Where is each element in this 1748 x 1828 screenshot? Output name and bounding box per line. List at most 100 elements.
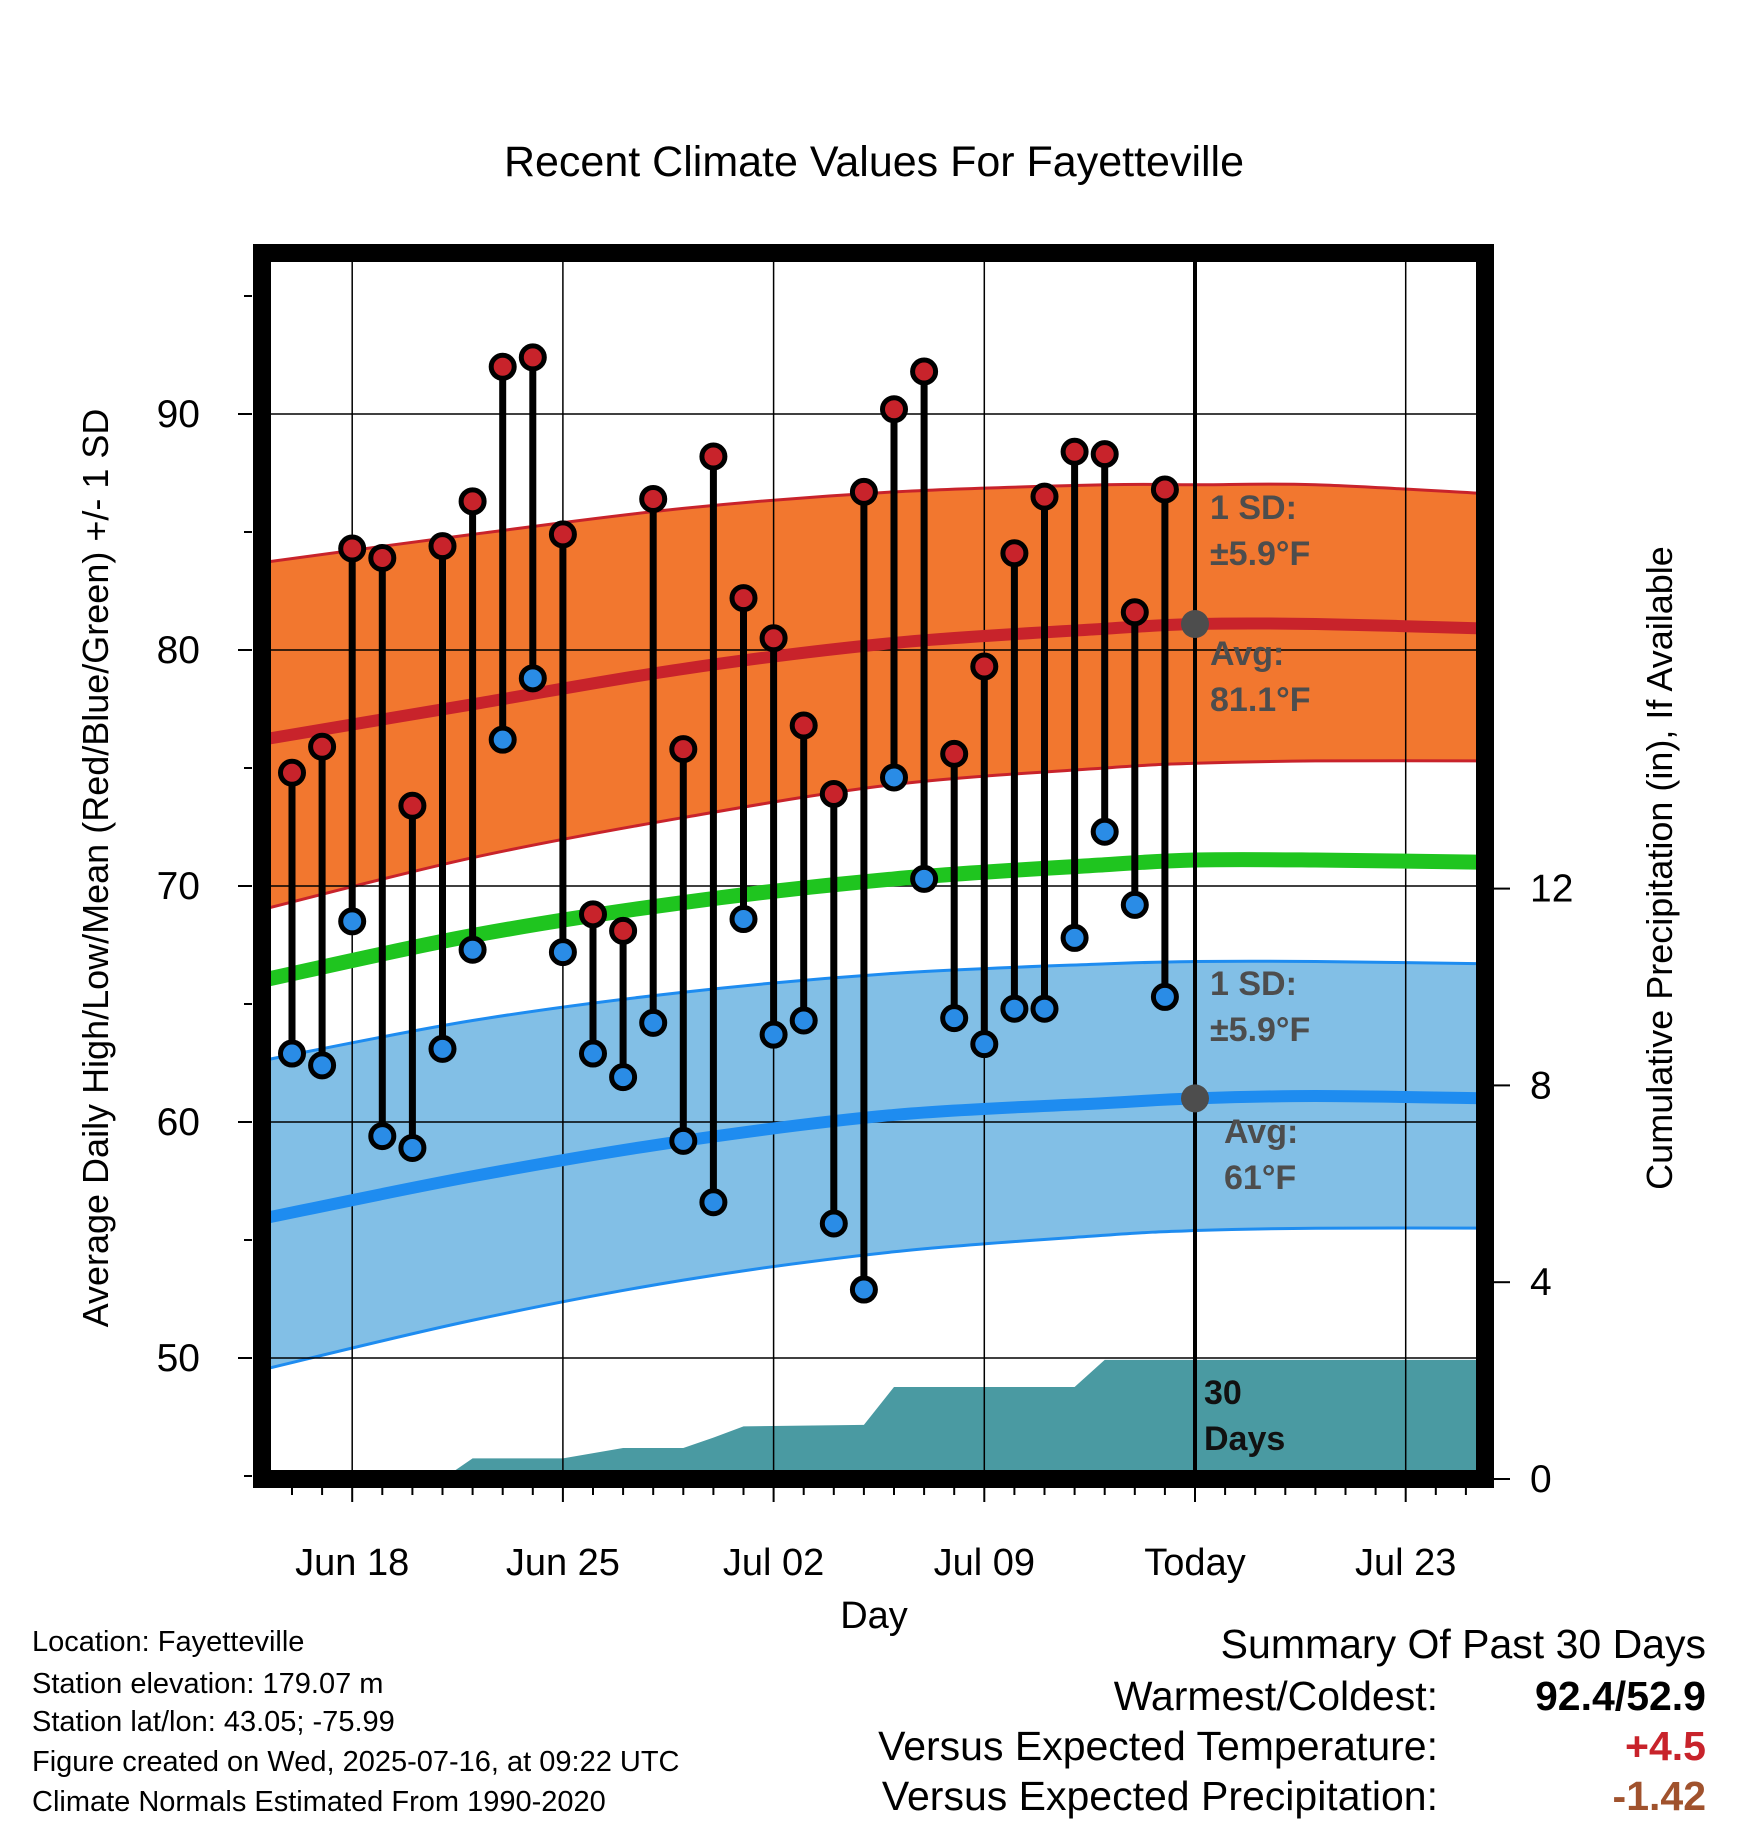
y-tick-label: 80 (157, 629, 200, 672)
daily-high-point (819, 779, 848, 808)
daily-low-point (428, 1034, 457, 1063)
daily-low-point (609, 1063, 638, 1092)
y2-tick-label: 8 (1530, 1064, 1552, 1107)
annotation-label-top: 1 SD: (1210, 965, 1297, 1003)
annotation-label-bottom: 61°F (1224, 1159, 1296, 1197)
normals-text: Climate Normals Estimated From 1990-2020 (32, 1786, 606, 1818)
y-tick-label: 90 (157, 393, 200, 436)
daily-low-point (699, 1188, 728, 1217)
latlon-text: Station lat/lon: 43.05; -75.99 (32, 1706, 395, 1738)
daily-low-point (1000, 994, 1029, 1023)
annotation-label-top: 30 (1204, 1374, 1242, 1412)
daily-high-point (729, 584, 758, 613)
daily-low-point (458, 935, 487, 964)
daily-high-point (880, 395, 908, 424)
daily-low-point (729, 905, 758, 934)
annotation-label-bottom: ±5.9°F (1210, 535, 1310, 573)
daily-low-point (368, 1122, 397, 1151)
y-axis-title: Average Daily High/Low/Mean (Red/Blue/Gr… (75, 409, 116, 1328)
daily-high-point (910, 357, 939, 386)
daily-high-point (609, 916, 638, 945)
x-tick-label: Today (1144, 1542, 1245, 1584)
x-tick-label: Jul 02 (723, 1542, 824, 1584)
y-tick-label: 50 (157, 1337, 200, 1380)
daily-high-point (308, 732, 337, 761)
y2-axis-title: Cumulative Precipitation (in), If Availa… (1639, 546, 1680, 1190)
daily-low-point (1150, 982, 1179, 1011)
daily-low-point (308, 1051, 337, 1080)
today-avg-low-marker (1181, 1084, 1209, 1113)
daily-high-point (579, 900, 607, 929)
annotation-label-top: 1 SD: (1210, 489, 1297, 527)
annotation-label-bottom: Days (1204, 1420, 1285, 1458)
chart-title: Recent Climate Values For Fayetteville (504, 138, 1244, 186)
daily-low-point (639, 1008, 668, 1037)
y-tick-label: 60 (157, 1101, 200, 1144)
daily-high-point (669, 735, 698, 764)
daily-low-point (579, 1039, 607, 1068)
warm-cold-value: 92.4/52.9 (1535, 1673, 1706, 1719)
low-sd-upper-line (262, 959, 1485, 1063)
daily-low-point (819, 1209, 848, 1238)
daily-high-point (789, 711, 818, 740)
plot-frame (253, 244, 1494, 1488)
daily-low-point (548, 938, 577, 967)
x-tick-label: Jul 23 (1355, 1542, 1456, 1584)
y2-tick-label: 4 (1530, 1261, 1552, 1304)
daily-high-point (1090, 440, 1119, 469)
daily-high-point (368, 543, 397, 572)
x-tick-label: Jun 18 (295, 1542, 409, 1584)
precip-anomaly-label: Versus Expected Precipitation: (881, 1773, 1438, 1819)
daily-low-point (669, 1126, 698, 1155)
daily-low-point (1030, 994, 1059, 1023)
location-text: Location: Fayetteville (32, 1626, 305, 1658)
daily-high-point (849, 477, 878, 506)
daily-high-point (940, 739, 969, 768)
y2-tick-label: 0 (1530, 1458, 1552, 1501)
daily-low-point (880, 763, 908, 792)
y2-tick-label: 12 (1530, 868, 1573, 911)
daily-low-point (910, 864, 939, 893)
daily-high-point (1060, 437, 1089, 466)
annotation-label-bottom: ±5.9°F (1210, 1011, 1310, 1049)
daily-high-point (458, 487, 487, 516)
x-axis-title: Day (840, 1595, 908, 1637)
daily-high-point (518, 343, 547, 372)
plot-area: 1 SD: ±5.9°F Avg: 81.1°F 1 SD: ±5.9°F Avg: 61°F… (157, 244, 1573, 1584)
daily-low-point (970, 1030, 999, 1059)
temp-anomaly-value: +4.5 (1625, 1723, 1706, 1769)
temp-anomaly-label: Versus Expected Temperature: (878, 1723, 1438, 1769)
daily-high-point (970, 652, 999, 681)
annotation-label-bottom: 81.1°F (1210, 681, 1311, 719)
daily-high-point (278, 758, 306, 787)
daily-high-point (428, 532, 457, 561)
warm-cold-label: Warmest/Coldest: (1113, 1673, 1438, 1719)
daily-high-point (1030, 482, 1059, 511)
daily-high-point (398, 791, 427, 820)
daily-high-point (1120, 598, 1149, 627)
low-sd-lower-line (262, 1226, 1485, 1372)
daily-low-point (1060, 923, 1089, 952)
summary-title: Summary Of Past 30 Days (1220, 1621, 1706, 1667)
daily-low-point (398, 1133, 427, 1162)
created-text: Figure created on Wed, 2025-07-16, at 09… (32, 1746, 680, 1778)
daily-high-point (759, 624, 788, 653)
daily-high-point (639, 484, 668, 513)
daily-high-point (1150, 475, 1179, 504)
daily-low-point (759, 1020, 788, 1049)
daily-low-point (849, 1275, 878, 1304)
daily-high-point (699, 442, 728, 471)
daily-low-point (338, 907, 367, 936)
x-tick-label: Jun 25 (506, 1542, 620, 1584)
daily-low-point (518, 664, 547, 693)
daily-high-point (338, 534, 367, 563)
x-tick-label: Jul 09 (934, 1542, 1035, 1584)
daily-low-point (488, 725, 517, 754)
daily-low-point (940, 1004, 969, 1033)
elevation-text: Station elevation: 179.07 m (32, 1668, 384, 1700)
annotation-label-top: Avg: (1224, 1113, 1298, 1151)
daily-high-point (488, 352, 517, 381)
daily-high-point (1000, 539, 1029, 568)
plot-content: 1 SD: ±5.9°F Avg: 81.1°F 1 SD: ±5.9°F Avg: 61°F… (262, 253, 1485, 1479)
high-sd-band (262, 484, 1485, 910)
